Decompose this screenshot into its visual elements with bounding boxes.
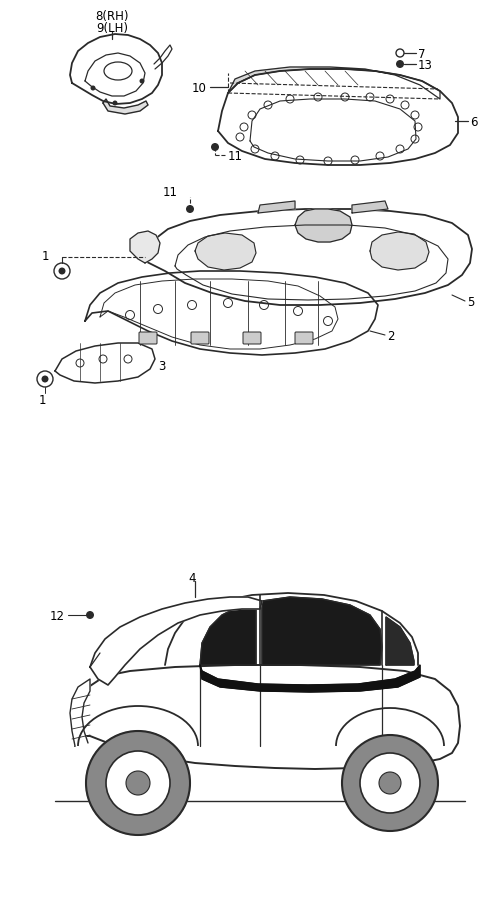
Circle shape — [112, 101, 118, 107]
Polygon shape — [103, 100, 148, 115]
Polygon shape — [70, 35, 162, 105]
Polygon shape — [75, 665, 460, 769]
Circle shape — [126, 771, 150, 795]
Text: 10: 10 — [192, 81, 207, 95]
Circle shape — [59, 268, 65, 275]
Text: 2: 2 — [387, 329, 395, 343]
Polygon shape — [145, 210, 472, 306]
Circle shape — [396, 61, 404, 69]
Polygon shape — [200, 665, 420, 692]
Circle shape — [106, 752, 170, 815]
FancyBboxPatch shape — [295, 333, 313, 344]
Polygon shape — [70, 680, 90, 746]
Text: 5: 5 — [467, 295, 474, 308]
Polygon shape — [165, 593, 418, 665]
Text: 4: 4 — [188, 571, 196, 584]
Polygon shape — [55, 343, 155, 384]
Polygon shape — [218, 70, 458, 166]
Polygon shape — [352, 201, 388, 214]
Polygon shape — [228, 68, 440, 100]
Circle shape — [86, 732, 190, 835]
Circle shape — [41, 376, 48, 384]
Circle shape — [91, 87, 96, 91]
Text: 1: 1 — [38, 393, 46, 406]
Circle shape — [140, 79, 144, 85]
Text: 11: 11 — [163, 185, 178, 199]
Polygon shape — [195, 234, 256, 271]
FancyBboxPatch shape — [191, 333, 209, 344]
Text: 3: 3 — [158, 359, 166, 372]
Polygon shape — [370, 232, 429, 271]
FancyBboxPatch shape — [139, 333, 157, 344]
Wedge shape — [86, 732, 190, 835]
FancyBboxPatch shape — [243, 333, 261, 344]
Text: 1: 1 — [41, 250, 49, 262]
Text: 12: 12 — [50, 609, 65, 622]
Polygon shape — [90, 598, 262, 685]
Circle shape — [186, 206, 194, 214]
Polygon shape — [130, 231, 160, 263]
Polygon shape — [85, 271, 378, 355]
Text: 11: 11 — [228, 149, 243, 162]
Text: 7: 7 — [418, 47, 425, 60]
Circle shape — [211, 144, 219, 152]
Polygon shape — [386, 618, 414, 665]
Circle shape — [86, 611, 94, 619]
Text: 6: 6 — [470, 116, 478, 128]
Text: 8(RH): 8(RH) — [95, 9, 129, 23]
Circle shape — [379, 773, 401, 794]
Circle shape — [342, 735, 438, 831]
Polygon shape — [295, 210, 352, 242]
Polygon shape — [200, 603, 256, 665]
Circle shape — [360, 753, 420, 814]
Polygon shape — [258, 201, 295, 214]
Polygon shape — [262, 598, 382, 665]
Text: 13: 13 — [418, 58, 433, 71]
Text: 9(LH): 9(LH) — [96, 22, 128, 35]
